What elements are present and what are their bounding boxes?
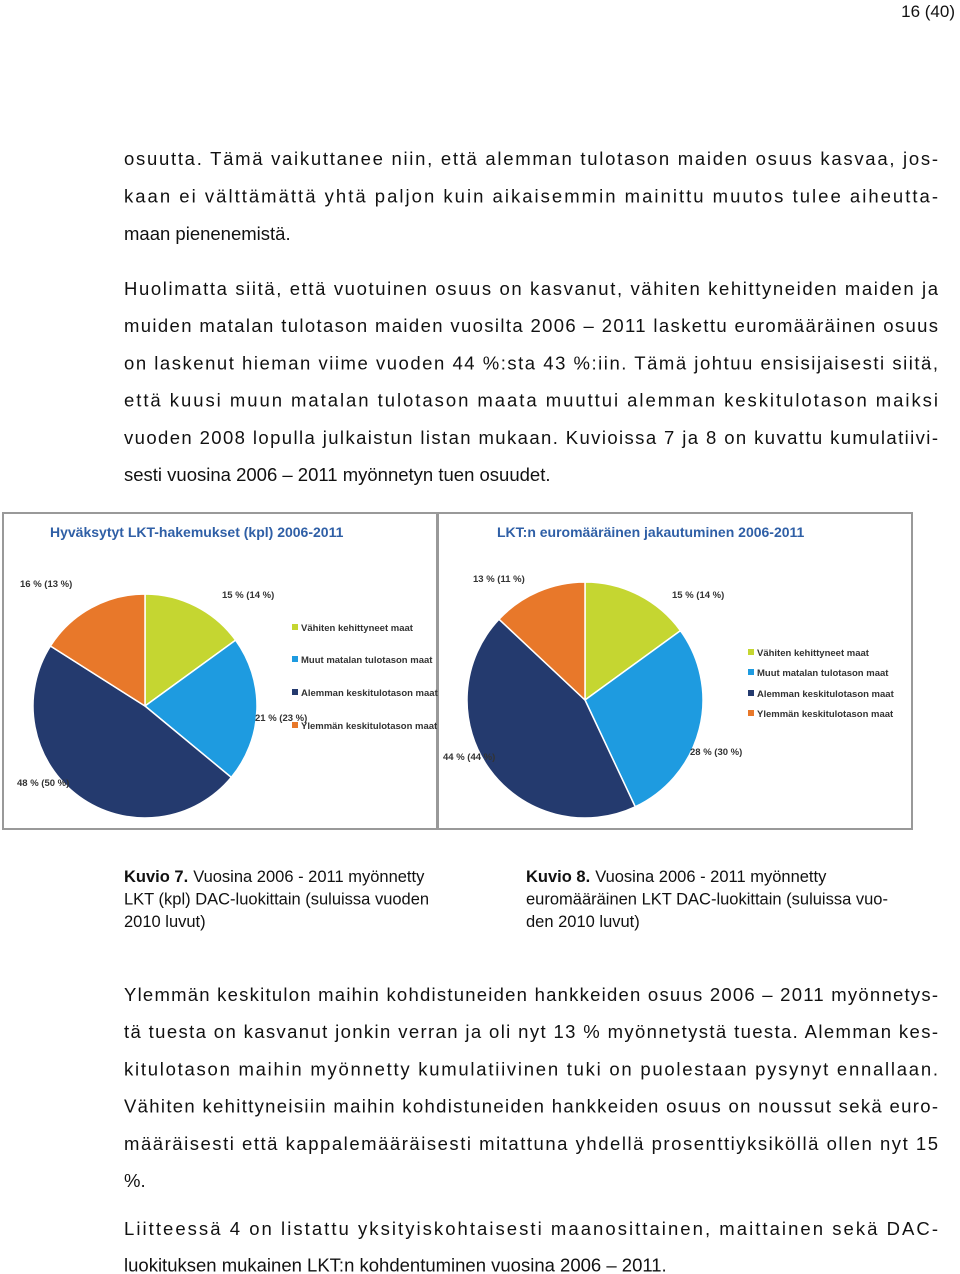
caption-label: Kuvio 8. — [526, 868, 590, 886]
legend-label: Muut matalan tulotason maat — [757, 668, 889, 679]
legend-label: Ylemmän keskitulotason maat — [757, 709, 894, 720]
pie-slice — [466, 618, 637, 819]
pie-slice — [144, 593, 237, 708]
data-label: 48 % (50 %) — [17, 778, 69, 789]
pie-slice — [49, 593, 146, 708]
caption-line: Vuosina 2006 - 2011 myönnetty — [193, 868, 425, 886]
caption-line: Vuosina 2006 - 2011 myönnetty — [595, 868, 827, 886]
legend-swatch — [292, 624, 298, 630]
paragraph-line: Huolimatta siitä, että vuotuinen osuus o… — [124, 278, 939, 299]
pie-slice — [584, 629, 704, 808]
legend-swatch — [292, 689, 298, 695]
data-label: 16 % (13 %) — [20, 579, 72, 590]
pie-slice — [143, 639, 258, 779]
caption-label: Kuvio 7. — [124, 868, 188, 886]
caption-line: den 2010 luvut) — [526, 913, 640, 931]
pie-slice — [584, 581, 682, 702]
legend-swatch — [292, 722, 298, 728]
chart-title: LKT:n euromääräinen jakautuminen 2006-20… — [497, 524, 805, 540]
paragraph-line: määräisesti että kappalemääräisesti mita… — [124, 1133, 938, 1154]
legend-swatch — [748, 669, 754, 675]
legend-swatch — [748, 690, 754, 696]
legend-label: Alemman keskitulotason maat — [757, 689, 895, 700]
paragraph-line: %. — [124, 1170, 146, 1191]
pie-slice — [32, 644, 233, 819]
data-label: 15 % (14 %) — [672, 590, 724, 601]
paragraph-line: tä tuesta on kasvanut jonkin verran ja o… — [124, 1021, 938, 1042]
paragraph-line: maan pienenemistä. — [124, 223, 291, 244]
legend-label: Vähiten kehittyneet maat — [757, 648, 870, 659]
legend-label: Ylemmän keskitulotason maat — [301, 721, 438, 732]
paragraph-line: luokituksen mukainen LKT:n kohdentuminen… — [124, 1255, 667, 1274]
data-label: 44 % (44 %) — [443, 752, 495, 763]
pie-slice — [497, 581, 586, 702]
caption-line: 2010 luvut) — [124, 913, 206, 931]
data-label: 13 % (11 %) — [473, 574, 525, 585]
legend-swatch — [292, 656, 298, 662]
data-label: 15 % (14 %) — [222, 590, 274, 601]
page-number: 16 (40) — [901, 2, 955, 21]
legend-label: Vähiten kehittyneet maat — [301, 623, 414, 634]
caption-line: LKT (kpl) DAC-luokittain (suluissa vuode… — [124, 891, 429, 909]
paragraph-line: Ylemmän keskitulon maihin kohdistuneiden… — [124, 984, 938, 1005]
paragraph-line: sesti vuosina 2006 – 2011 myönnetyn tuen… — [124, 464, 551, 485]
paragraph-line: Vähiten kehittyneisiin maihin kohdistune… — [124, 1096, 938, 1117]
caption-line: euromääräinen LKT DAC-luokittain (suluis… — [526, 891, 888, 909]
legend-swatch — [748, 710, 754, 716]
paragraph-line: kitulotason maihin myönnetty kumulatiivi… — [124, 1058, 938, 1079]
paragraph-line: kaan ei välttämättä yhtä paljon kuin aik… — [124, 186, 938, 207]
paragraph-line: että kuusi muun matalan tulotason maata … — [124, 390, 938, 411]
chart-title: Hyväksytyt LKT-hakemukset (kpl) 2006-201… — [50, 524, 344, 540]
data-label: 21 % (23 %) — [255, 713, 307, 724]
paragraph-line: on laskenut hieman viime vuoden 44 %:sta… — [124, 352, 938, 373]
legend-label: Muut matalan tulotason maat — [301, 655, 433, 666]
legend-swatch — [748, 649, 754, 655]
data-label: 28 % (30 %) — [690, 747, 742, 758]
paragraph-line: Liitteessä 4 on listattu yksityiskohtais… — [124, 1218, 938, 1239]
paragraph-line: vuoden 2008 lopulla julkaistun listan mu… — [124, 427, 938, 448]
paragraph-line: muiden matalan tulotason maiden vuosilta… — [124, 315, 938, 336]
paragraph-line: osuutta. Tämä vaikuttanee niin, että ale… — [124, 148, 938, 169]
legend-label: Alemman keskitulotason maat — [301, 688, 439, 699]
